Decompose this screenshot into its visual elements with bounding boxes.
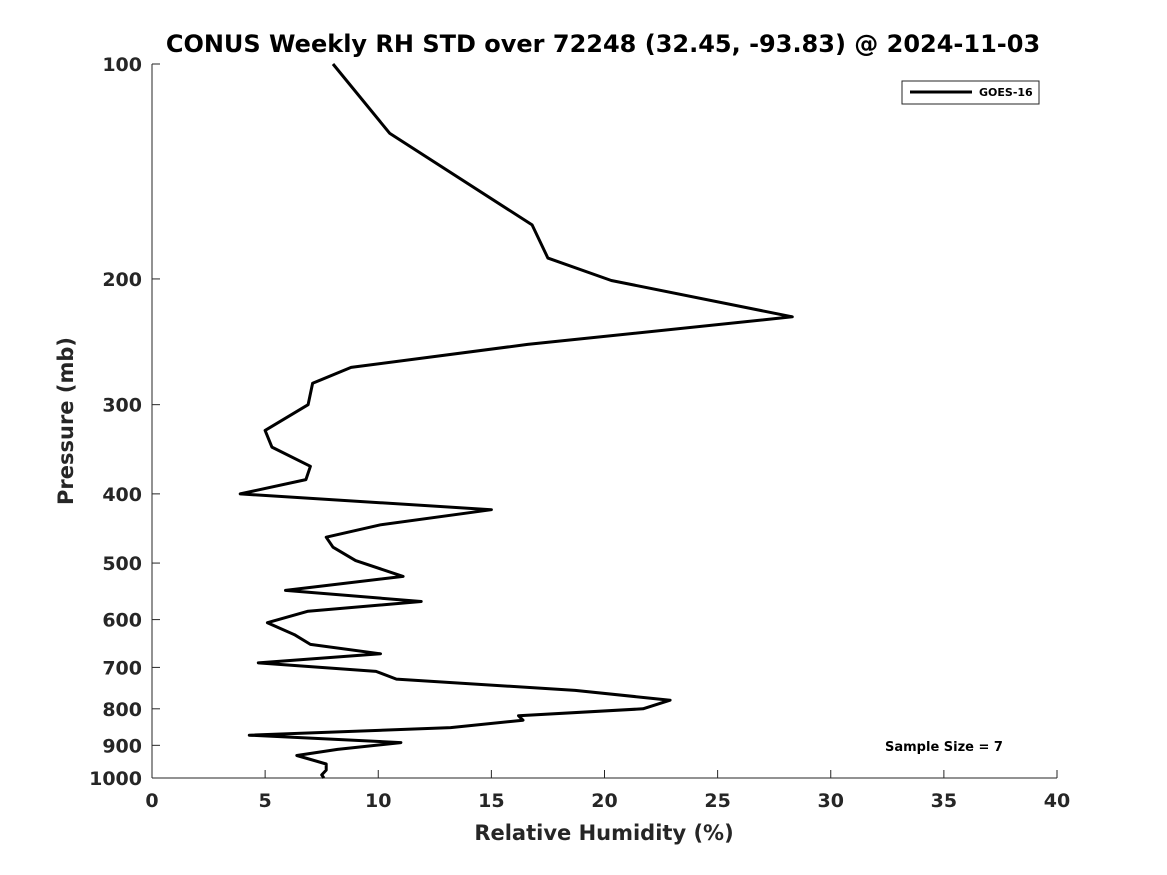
y-tick-label: 900 [102,735,142,757]
x-tick-label: 25 [704,790,730,812]
x-tick-label: 40 [1044,790,1070,812]
legend-label: GOES-16 [979,86,1033,99]
y-tick-label: 300 [102,395,142,417]
x-tick-label: 30 [818,790,844,812]
x-axis-label: Relative Humidity (%) [474,821,733,845]
y-tick-label: 600 [102,610,142,632]
x-tick-label: 15 [478,790,504,812]
x-tick-label: 20 [591,790,617,812]
y-tick-label: 100 [102,54,142,76]
y-tick-label: 800 [102,699,142,721]
y-tick-label: 400 [102,484,142,506]
x-tick-label: 35 [931,790,957,812]
y-tick-label: 200 [102,269,142,291]
chart-title: CONUS Weekly RH STD over 72248 (32.45, -… [166,30,1040,58]
x-tick-label: 5 [259,790,272,812]
x-ticks: 0 5 10 15 20 25 30 35 40 [145,770,1070,812]
y-tick-label: 700 [102,657,142,679]
y-axis-label: Pressure (mb) [54,337,78,505]
sample-size-annotation: Sample Size = 7 [885,740,1003,755]
y-tick-label: 1000 [89,768,142,790]
x-tick-label: 10 [365,790,391,812]
y-ticks: 100 200 300 400 500 600 700 800 900 1000 [89,54,160,790]
x-tick-label: 0 [145,790,158,812]
series-line-0 [238,63,794,779]
legend: GOES-16 [901,80,1040,105]
y-tick-label: 500 [102,553,142,575]
axes [151,64,1057,779]
series-layer [238,63,794,779]
